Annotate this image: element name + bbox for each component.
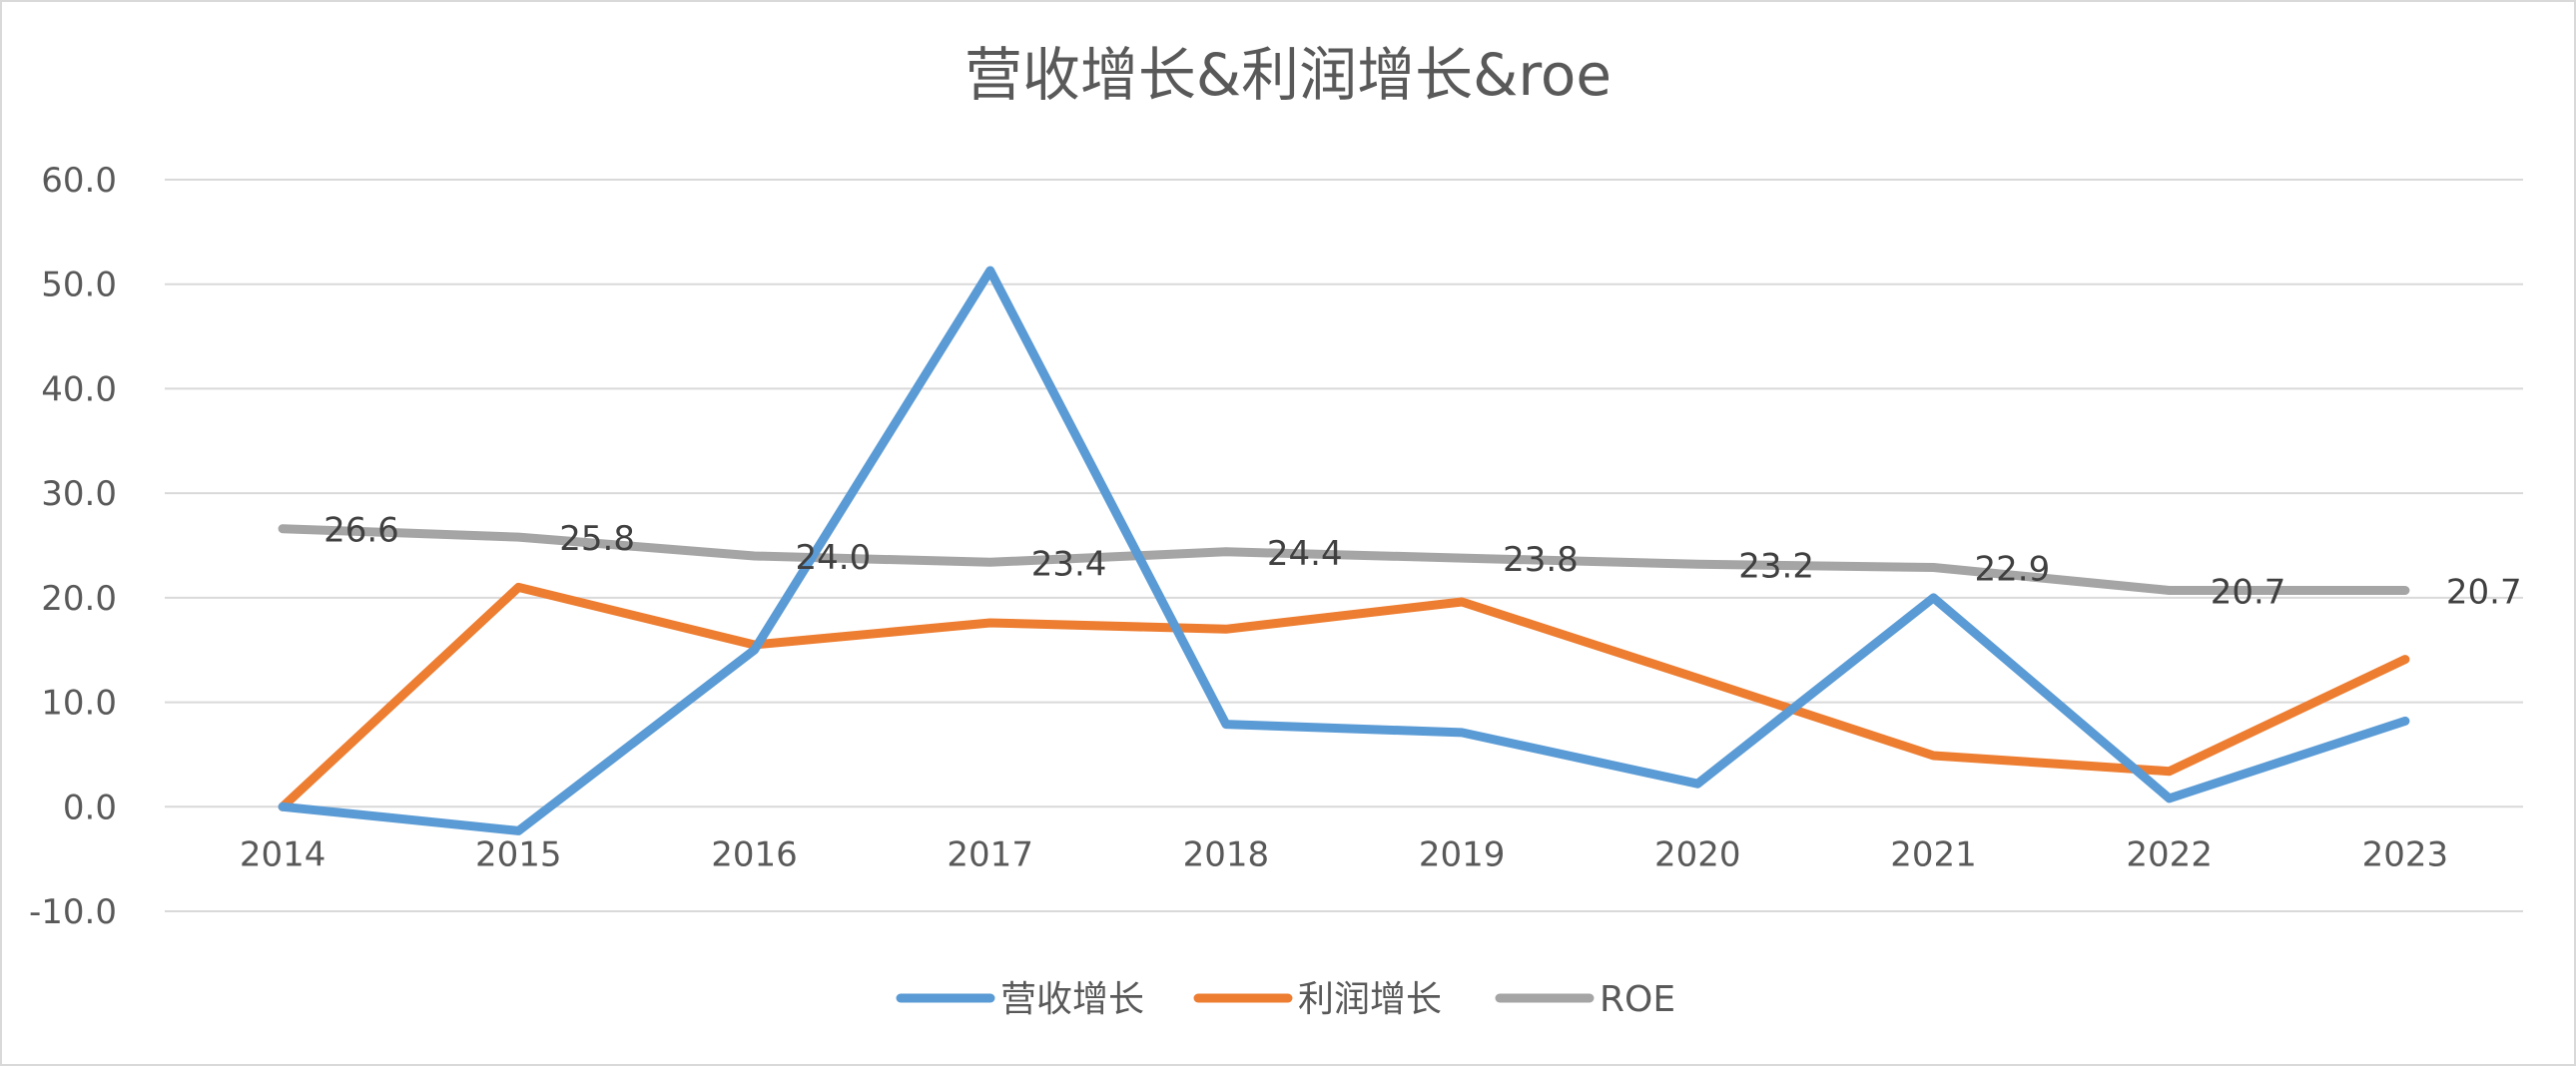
x-tick-label: 2020 (1654, 834, 1741, 874)
data-label: 24.4 (1267, 534, 1343, 574)
legend-label: 利润增长 (1298, 979, 1442, 1020)
chart-title: 营收增长&利润增长&roe (965, 41, 1611, 109)
data-label: 25.8 (559, 519, 635, 559)
data-label: 20.7 (2446, 573, 2522, 613)
x-tick-label: 2023 (2362, 834, 2449, 874)
legend-label: ROE (1600, 979, 1675, 1020)
data-label: 22.9 (1975, 549, 2051, 589)
data-label: 23.4 (1031, 544, 1107, 584)
y-tick-label: -10.0 (29, 892, 117, 932)
x-tick-label: 2019 (1419, 834, 1506, 874)
data-label: 23.8 (1503, 540, 1579, 580)
y-tick-label: 0.0 (63, 788, 117, 827)
series-line-2 (278, 524, 2410, 595)
y-tick-label: 30.0 (41, 474, 117, 514)
y-axis-tick-labels: -10.0 0.0 10.0 20.0 30.0 40.0 50.0 60.0 (29, 161, 117, 932)
data-label: 24.0 (796, 538, 872, 578)
x-axis-tick-labels: 2014 2015 2016 2017 2018 2019 2020 2021 2022 2023 (240, 834, 2448, 874)
x-tick-label: 2017 (947, 834, 1033, 874)
legend-item-2: ROE (1495, 979, 1675, 1020)
y-tick-label: 10.0 (41, 684, 117, 724)
y-tick-label: 40.0 (41, 369, 117, 409)
legend-item-1: 利润增长 (1193, 979, 1442, 1020)
y-tick-label: 60.0 (41, 161, 117, 201)
series-line-1 (278, 582, 2410, 811)
data-labels: 26.6 25.8 24.0 23.4 24.4 23.8 23.2 22.9 20.7 20.7 (323, 511, 2522, 613)
legend: 营收增长 利润增长 ROE (896, 979, 1675, 1020)
legend-item-0: 营收增长 (896, 979, 1144, 1020)
x-tick-label: 2015 (475, 834, 562, 874)
data-label: 20.7 (2211, 573, 2286, 613)
x-tick-label: 2022 (2126, 834, 2213, 874)
series-lines (278, 266, 2410, 835)
x-tick-label: 2021 (1890, 834, 1977, 874)
legend-label: 营收增长 (1000, 979, 1144, 1020)
x-tick-label: 2014 (240, 834, 326, 874)
x-tick-label: 2018 (1183, 834, 1270, 874)
y-tick-label: 50.0 (41, 266, 117, 305)
data-label: 26.6 (323, 511, 399, 551)
data-label: 23.2 (1738, 546, 1814, 586)
x-tick-label: 2016 (711, 834, 798, 874)
y-tick-label: 20.0 (41, 579, 117, 619)
series-line-0 (278, 266, 2410, 835)
